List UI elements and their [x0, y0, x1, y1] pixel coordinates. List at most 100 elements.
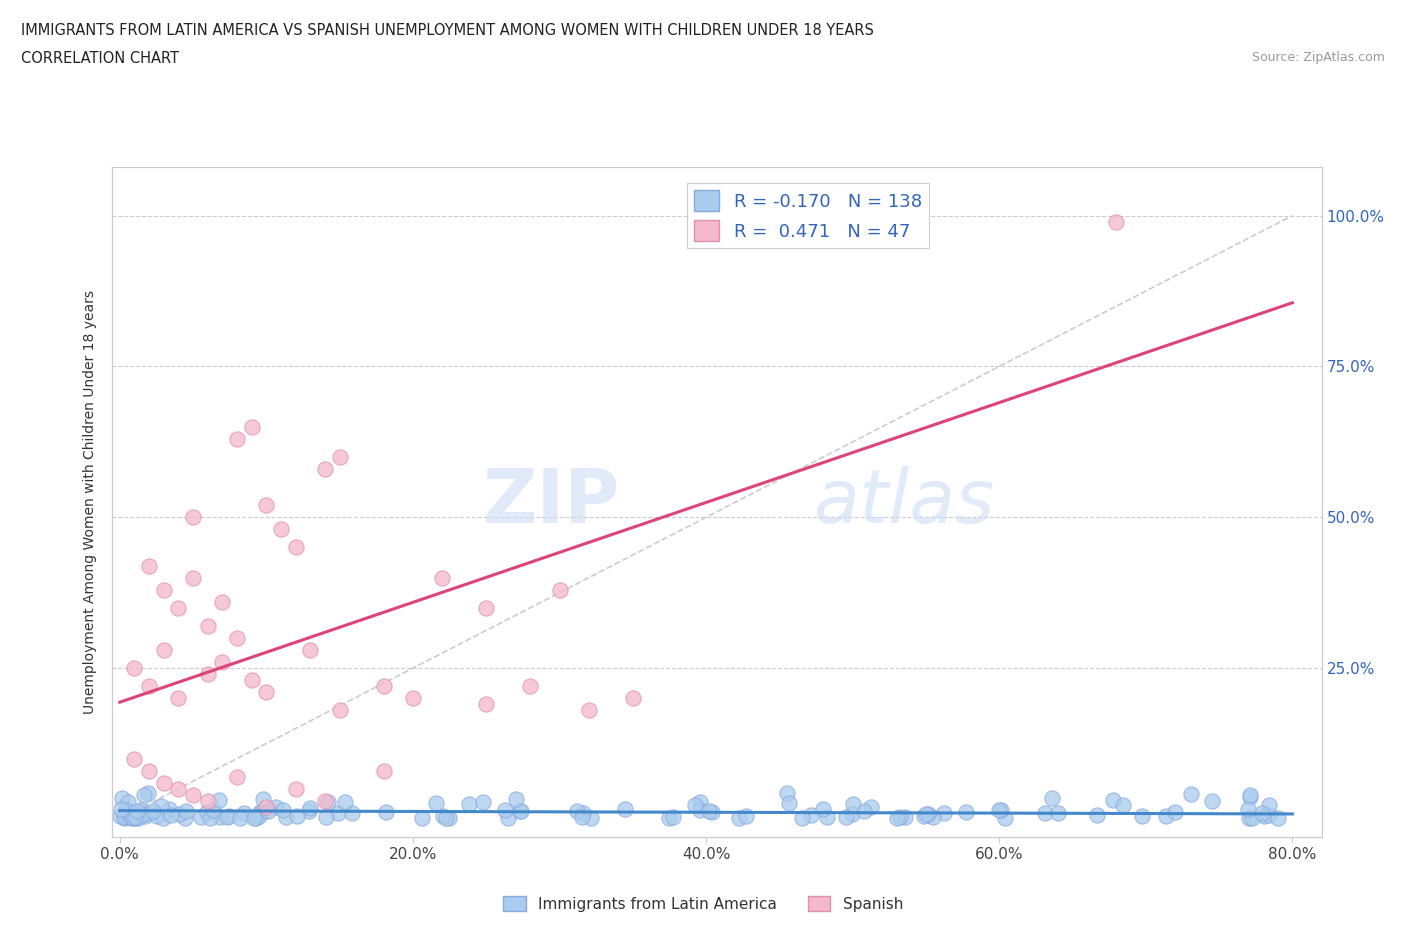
Point [127, 811, 149, 826]
Point [1035, 805, 1057, 820]
Point [860, 800, 883, 815]
Point [167, 781, 190, 796]
Point [159, 808, 181, 823]
Point [373, 764, 395, 778]
Point [274, 809, 297, 824]
Point [567, 804, 589, 818]
Point [124, 751, 146, 766]
Point [1237, 802, 1260, 817]
Point [1258, 798, 1281, 813]
Point [932, 805, 955, 820]
Point [226, 432, 249, 446]
Point [270, 522, 292, 537]
Point [621, 691, 644, 706]
Point [134, 788, 156, 803]
Point [893, 809, 915, 824]
Point [333, 795, 356, 810]
Point [1250, 805, 1272, 820]
Point [475, 601, 498, 616]
Point [835, 809, 858, 824]
Point [247, 808, 270, 823]
Point [110, 808, 132, 823]
Point [505, 791, 527, 806]
Point [571, 810, 593, 825]
Point [112, 808, 135, 823]
Point [112, 809, 135, 824]
Point [1239, 790, 1261, 804]
Point [117, 806, 139, 821]
Point [316, 795, 339, 810]
Legend: R = -0.170   N = 138, R =  0.471   N = 47: R = -0.170 N = 138, R = 0.471 N = 47 [686, 183, 929, 248]
Point [271, 802, 294, 817]
Point [198, 810, 221, 825]
Point [434, 811, 457, 826]
Point [841, 806, 863, 821]
Point [724, 226, 747, 241]
Point [132, 806, 155, 821]
Point [1257, 807, 1279, 822]
Point [432, 808, 454, 823]
Point [374, 804, 396, 819]
Point [776, 785, 799, 800]
Point [1253, 808, 1275, 823]
Point [215, 810, 238, 825]
Point [284, 540, 307, 555]
Point [197, 793, 219, 808]
Point [1237, 811, 1260, 826]
Point [1111, 798, 1133, 813]
Point [115, 809, 138, 824]
Point [548, 582, 571, 597]
Point [1085, 808, 1108, 823]
Point [1046, 805, 1069, 820]
Point [912, 808, 935, 823]
Point [314, 461, 336, 476]
Point [114, 803, 136, 817]
Point [437, 811, 460, 826]
Point [136, 786, 159, 801]
Point [889, 810, 911, 825]
Point [266, 799, 288, 814]
Point [256, 804, 278, 819]
Point [254, 498, 277, 512]
Point [202, 803, 225, 817]
Point [662, 809, 685, 824]
Point [120, 811, 142, 826]
Point [211, 655, 233, 670]
Point [152, 776, 174, 790]
Point [1180, 787, 1202, 802]
Point [124, 811, 146, 826]
Point [152, 811, 174, 826]
Point [685, 798, 707, 813]
Point [1241, 810, 1264, 825]
Point [152, 643, 174, 658]
Point [1156, 809, 1178, 824]
Point [284, 781, 307, 796]
Point [510, 804, 533, 818]
Point [915, 806, 938, 821]
Legend: Immigrants from Latin America, Spanish: Immigrants from Latin America, Spanish [496, 889, 910, 918]
Point [841, 796, 863, 811]
Point [110, 790, 132, 805]
Point [1164, 804, 1187, 819]
Point [1267, 810, 1289, 825]
Point [458, 796, 481, 811]
Point [697, 804, 720, 818]
Point [813, 802, 835, 817]
Point [509, 804, 531, 818]
Point [129, 807, 152, 822]
Text: ZIP: ZIP [484, 466, 620, 538]
Text: IMMIGRANTS FROM LATIN AMERICA VS SPANISH UNEMPLOYMENT AMONG WOMEN WITH CHILDREN : IMMIGRANTS FROM LATIN AMERICA VS SPANISH… [21, 23, 875, 38]
Text: CORRELATION CHART: CORRELATION CHART [21, 51, 179, 66]
Point [167, 691, 190, 706]
Point [122, 810, 145, 825]
Point [138, 679, 160, 694]
Point [1201, 793, 1223, 808]
Point [917, 806, 939, 821]
Point [329, 703, 352, 718]
Point [815, 810, 838, 825]
Point [174, 804, 197, 818]
Point [211, 594, 233, 609]
Point [1040, 791, 1063, 806]
Point [702, 804, 724, 819]
Point [169, 806, 191, 821]
